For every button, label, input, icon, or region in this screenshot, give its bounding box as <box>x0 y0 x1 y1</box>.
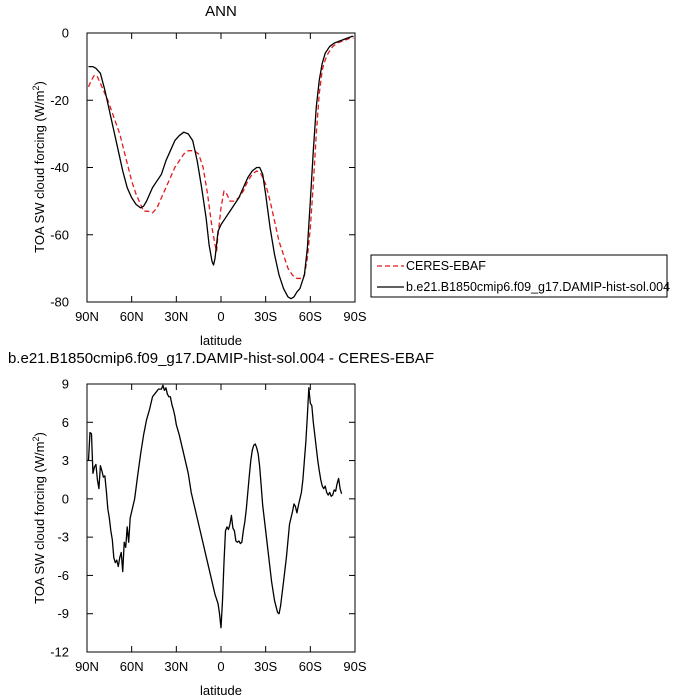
top-x-tick-label: 60N <box>120 309 144 324</box>
bottom-x-tick-label: 90N <box>75 659 99 674</box>
bottom-x-tick-label: 30N <box>164 659 188 674</box>
top-legend: CERES-EBAF b.e21.B1850cmip6.f09_g17.DAMI… <box>370 254 670 298</box>
top-chart-title: ANN <box>205 3 237 20</box>
bottom-y-tick-label: -12 <box>50 645 69 660</box>
bottom-plot-frame <box>86 383 356 653</box>
top-y-tick-label: -20 <box>50 93 69 108</box>
top-y-tick-label: -60 <box>50 227 69 242</box>
bottom-y-tick-label: -6 <box>57 568 69 583</box>
bottom-y-tick-label: 0 <box>62 491 69 506</box>
bottom-panel: b.e21.B1850cmip6.f09_g17.DAMIP-hist-sol.… <box>8 350 434 698</box>
top-series-line-0 <box>87 37 354 280</box>
top-y-tick-label: -40 <box>50 160 69 175</box>
bottom-ticks-group: 90N 60N 30N 0 30S 60S 90S 9 6 3 0 -3 -6 -9 -12 <box>50 377 367 675</box>
top-plot-frame <box>86 32 356 303</box>
legend-label-model: b.e21.B1850cmip6.f09_g17.DAMIP-hist-sol.… <box>406 280 670 294</box>
bottom-x-axis-label: latitude <box>200 683 242 698</box>
legend-box <box>370 254 668 298</box>
bottom-x-tick-label: 0 <box>217 659 224 674</box>
legend-label-ceres: CERES-EBAF <box>406 259 486 273</box>
bottom-x-tick-label: 60N <box>120 659 144 674</box>
bottom-x-tick-label: 30S <box>254 659 277 674</box>
top-x-tick-label: 30N <box>164 309 188 324</box>
top-x-tick-label: 90N <box>75 309 99 324</box>
bottom-y-tick-label: 3 <box>62 453 69 468</box>
top-x-tick-label: 0 <box>217 309 224 324</box>
top-x-tick-label: 30S <box>254 309 277 324</box>
top-series-group <box>87 35 354 300</box>
top-ticks-group: 90N 60N 30N 0 30S 60S 90S 0 -20 -40 -60 -80 <box>50 26 367 325</box>
bottom-y-tick-label: 6 <box>62 415 69 430</box>
top-y-axis-label: TOA SW cloud forcing (W/m2) <box>31 81 47 253</box>
top-x-tick-label: 60S <box>299 309 322 324</box>
bottom-series-group <box>87 384 343 629</box>
bottom-y-tick-label: -3 <box>57 530 69 545</box>
bottom-series-line-0 <box>87 384 343 629</box>
bottom-x-tick-label: 60S <box>299 659 322 674</box>
top-y-tick-label: -80 <box>50 295 69 310</box>
top-x-tick-label: 90S <box>343 309 366 324</box>
bottom-chart-title: b.e21.B1850cmip6.f09_g17.DAMIP-hist-sol.… <box>8 350 434 367</box>
bottom-y-axis-label: TOA SW cloud forcing (W/m2) <box>31 432 47 604</box>
top-y-tick-label: 0 <box>62 26 69 41</box>
bottom-x-tick-label: 90S <box>343 659 366 674</box>
bottom-y-tick-label: 9 <box>62 377 69 392</box>
top-x-axis-label: latitude <box>200 333 242 348</box>
bottom-y-tick-label: -9 <box>57 606 69 621</box>
top-panel: ANN 90N 60N 30N 0 30S 60S 90S 0 -20 -40 -60 -80 lat… <box>31 3 367 348</box>
top-series-line-1 <box>88 35 354 300</box>
